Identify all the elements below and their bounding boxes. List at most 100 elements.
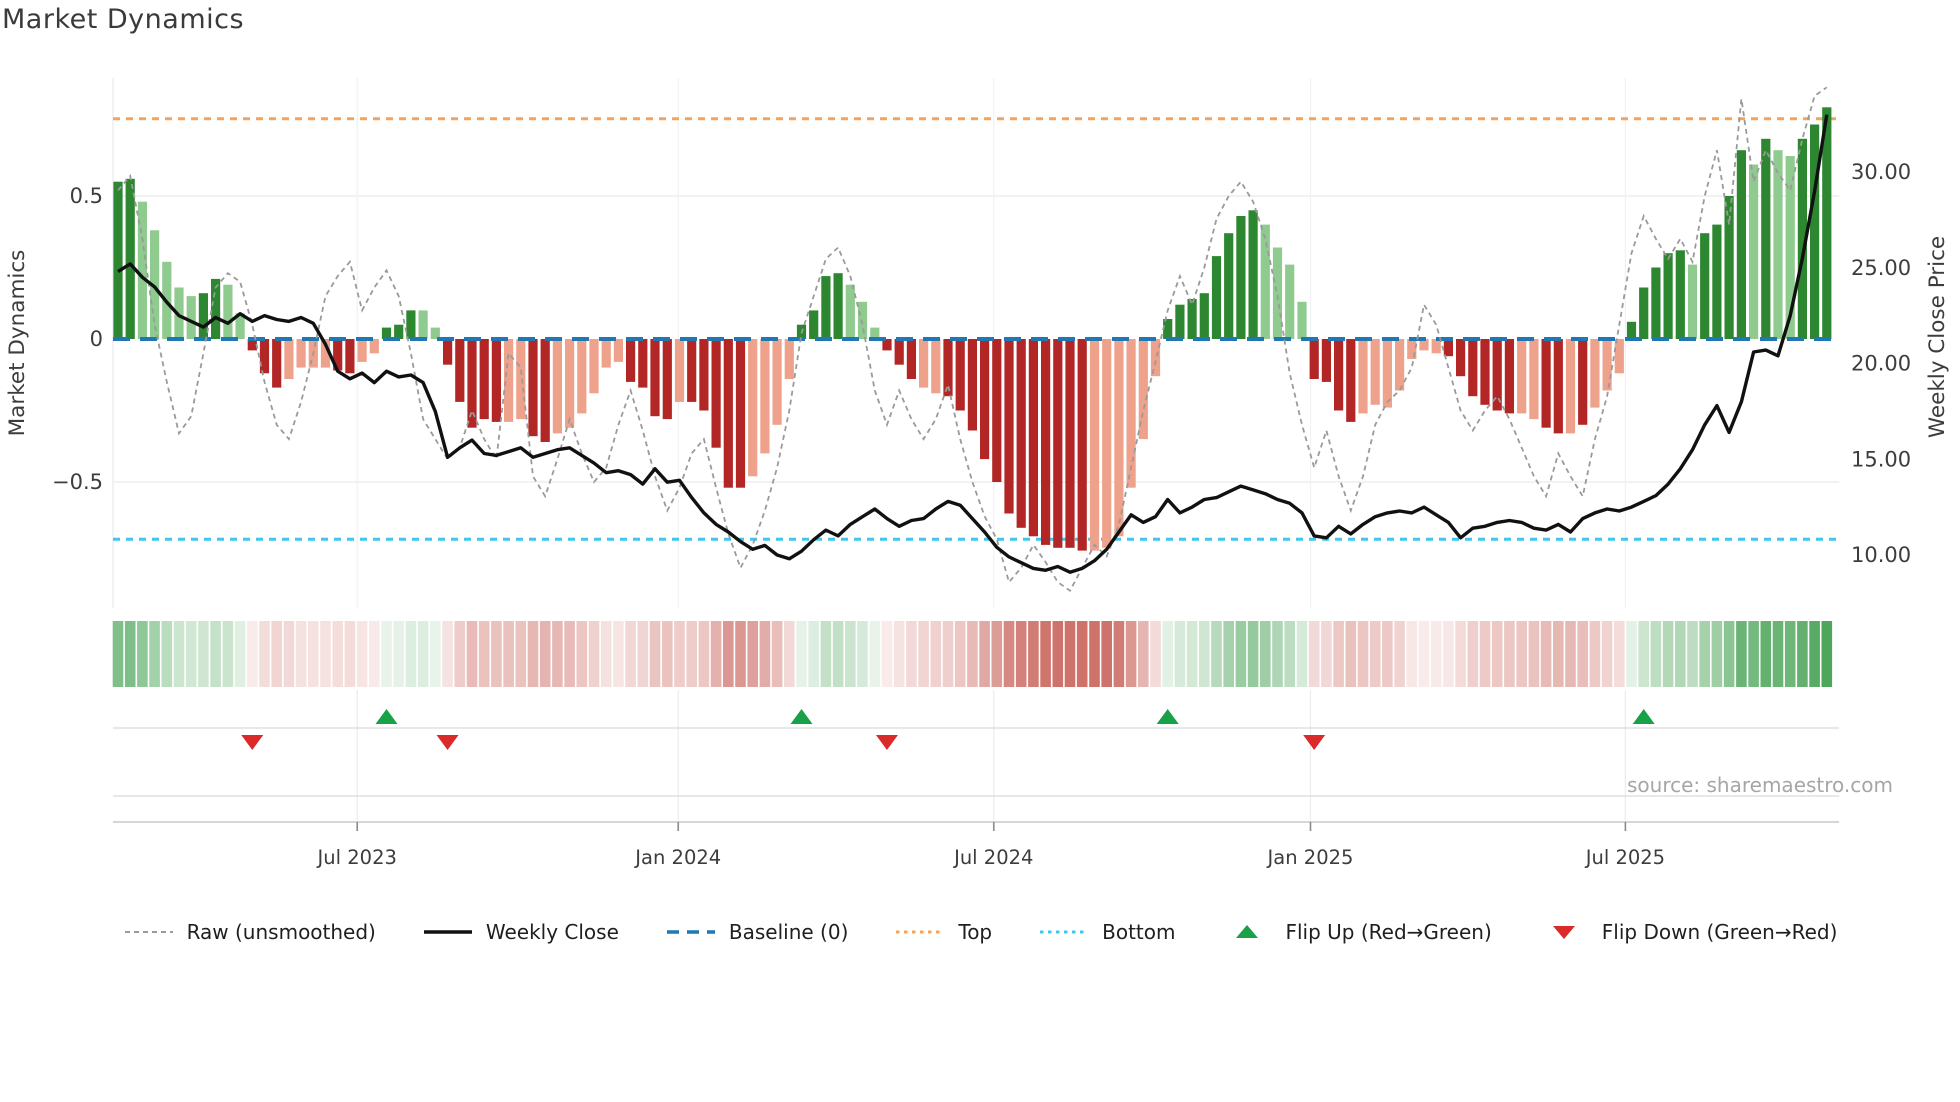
oscillator-bar (882, 339, 892, 351)
oscillator-bar (137, 201, 147, 339)
oscillator-bar (1370, 339, 1380, 405)
heatmap-cell (1138, 621, 1149, 687)
oscillator-bar (235, 313, 245, 339)
oscillator-bar (186, 296, 196, 339)
oscillator-bar (845, 284, 855, 339)
heatmap-cell (247, 621, 258, 687)
heatmap-cell (1284, 621, 1295, 687)
heatmap-cell (515, 621, 527, 687)
oscillator-bar (772, 339, 782, 425)
heatmap-cell (881, 621, 893, 687)
oscillator-bar (674, 339, 685, 402)
right-tick-label: 20.00 (1851, 352, 1911, 376)
oscillator-bar (1639, 287, 1649, 339)
oscillator-bar (857, 301, 868, 339)
oscillator-bar (1309, 339, 1319, 379)
oscillator-bar (1675, 250, 1685, 339)
heatmap-cell (417, 621, 429, 687)
heatmap-cell (393, 621, 404, 687)
heatmap-cell (1540, 621, 1552, 687)
heatmap-cell (942, 621, 954, 687)
x-tick-label: Jan 2025 (1266, 846, 1354, 869)
oscillator-bar (211, 278, 221, 339)
heatmap-cell (979, 621, 990, 687)
oscillator-bar (735, 339, 746, 488)
heatmap-cell (796, 621, 807, 687)
oscillator-bar (1138, 339, 1148, 440)
oscillator-bar (259, 339, 270, 374)
heatmap-cell (1516, 621, 1527, 687)
oscillator-bar (1810, 124, 1820, 339)
heatmap-cell (356, 621, 368, 687)
oscillator-bar (320, 339, 331, 368)
heatmap-cell (832, 621, 844, 687)
flip-up-marker-icon (790, 709, 813, 724)
legend-item-label: Raw (unsmoothed) (186, 920, 376, 944)
heatmap-cell (869, 621, 881, 687)
oscillator-bar (931, 339, 941, 394)
heatmap-cell (478, 621, 490, 687)
heatmap-cell (1443, 621, 1454, 687)
heatmap-cell (613, 621, 624, 687)
oscillator-bar (1553, 339, 1563, 434)
oscillator-bar (516, 339, 526, 420)
heatmap-cell (259, 621, 270, 687)
heatmap-cell (1809, 621, 1820, 687)
oscillator-bar (1260, 224, 1270, 339)
oscillator-bar (589, 339, 599, 394)
heatmap-cell (173, 621, 185, 687)
oscillator-bar (1114, 339, 1124, 537)
heatmap-cell (1247, 621, 1259, 687)
left-tick-label: 0.5 (70, 184, 103, 208)
oscillator-bar (1041, 339, 1051, 545)
heatmap-cell (149, 621, 160, 687)
oscillator-bar (1175, 304, 1185, 339)
oscillator-bar (1712, 224, 1722, 339)
oscillator-bar (1431, 339, 1441, 354)
oscillator-bar (1492, 339, 1502, 411)
heatmap-cell (1394, 621, 1405, 687)
heatmap-cell (137, 621, 148, 687)
oscillator-bar (1199, 293, 1209, 339)
oscillator-bar (711, 339, 721, 448)
heatmap-cell (442, 621, 453, 687)
oscillator-bar (296, 339, 306, 368)
heatmap-cell (527, 621, 539, 687)
oscillator-bar (1187, 299, 1197, 339)
oscillator-bar (1749, 164, 1759, 339)
oscillator-bar (369, 339, 379, 354)
oscillator-bar (552, 339, 562, 434)
oscillator-bar (1346, 339, 1356, 422)
heatmap-cell (1369, 621, 1381, 687)
oscillator-bar (1541, 339, 1551, 428)
legend-item-flip_up: Flip Up (Red→Green) (1221, 920, 1492, 944)
heatmap-cell (369, 621, 380, 687)
flip-down-marker-icon (241, 735, 264, 750)
oscillator-bar (760, 339, 770, 454)
heatmap-cell (1662, 621, 1674, 687)
heatmap-cell (1235, 621, 1247, 687)
oscillator-bar (870, 327, 880, 339)
flip-up-marker-icon (1156, 709, 1179, 724)
right-tick-label: 10.00 (1851, 543, 1911, 567)
right-tick-label: 25.00 (1851, 256, 1911, 280)
heatmap-cell (784, 621, 795, 687)
oscillator-bar (150, 230, 160, 339)
heatmap-cell (430, 621, 441, 687)
oscillator-bar (504, 339, 514, 422)
heatmap-cell (1589, 621, 1601, 687)
heatmap-cell (1479, 621, 1491, 687)
oscillator-bar (1565, 339, 1576, 434)
heatmap-cell (1028, 621, 1039, 687)
heatmap-cell (930, 621, 942, 687)
heatmap-strip (112, 621, 1833, 687)
heatmap-cell (735, 621, 746, 687)
oscillator-bar (1150, 339, 1161, 377)
legend-item-label: Weekly Close (485, 920, 619, 944)
heatmap-cell (1308, 621, 1320, 687)
heatmap-cell (1040, 621, 1051, 687)
oscillator-bar (1529, 339, 1539, 420)
oscillator-bar (1456, 339, 1466, 377)
heatmap-cell (1491, 621, 1503, 687)
